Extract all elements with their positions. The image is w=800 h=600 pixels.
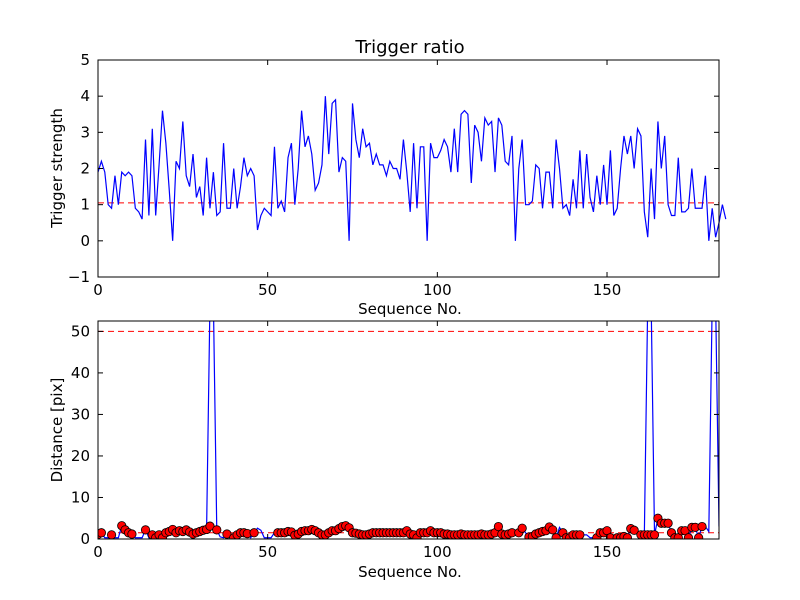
top-y-tick-label: 3	[80, 123, 90, 141]
top-y-tick-label: 5	[80, 51, 90, 69]
bottom-x-tick-label: 0	[93, 543, 103, 561]
bottom-x-tick-label: 150	[593, 543, 622, 561]
bottom-y-tick-label: 30	[71, 405, 90, 423]
top-y-tick-label: −1	[68, 268, 90, 286]
distance-marker	[127, 529, 137, 539]
bottom-x-tick-label: 50	[258, 543, 277, 561]
top-x-tick-label: 0	[93, 281, 103, 299]
top-x-tick-label: 50	[258, 281, 277, 299]
bottom-y-tick-label: 0	[80, 530, 90, 548]
bottom-plot-area	[98, 321, 719, 539]
bottom-axes-frame	[97, 320, 720, 540]
bottom-x-tick-label: 100	[423, 543, 452, 561]
top-x-tick-label: 150	[593, 281, 622, 299]
distance-marker	[622, 533, 632, 539]
chart-title: Trigger ratio	[354, 37, 464, 58]
top-y-tick-label: 1	[80, 196, 90, 214]
top-plot-area	[97, 96, 727, 241]
top-y-axis-label: Trigger strength	[48, 108, 66, 229]
top-y-tick-label: 0	[80, 232, 90, 250]
distance-chart: 0 50 100 150 0 10 20 30 40 50 Sequence No. Distan…	[48, 320, 720, 581]
distance-marker	[663, 518, 673, 528]
distance-marker	[575, 530, 585, 539]
bottom-y-tick-label: 20	[71, 447, 90, 465]
bottom-y-tick-label: 10	[71, 488, 90, 506]
distance-marker	[517, 523, 527, 533]
distance-marker	[551, 533, 561, 539]
top-y-tick-label: 4	[80, 87, 90, 105]
bottom-y-tick-label: 40	[71, 364, 90, 382]
distance-marker	[493, 521, 504, 532]
bottom-y-tick-label: 50	[71, 322, 90, 340]
distance-marker	[683, 533, 694, 539]
distance-marker	[106, 530, 117, 539]
distance-marker	[649, 530, 660, 539]
distance-marker	[98, 528, 106, 538]
trigger-strength-line	[97, 96, 727, 241]
distance-marker	[140, 525, 151, 535]
top-x-axis-label: Sequence No.	[358, 300, 462, 318]
distance-marker	[212, 525, 222, 535]
distance-marker	[694, 533, 704, 539]
distance-marker	[548, 525, 558, 535]
bottom-x-axis-label: Sequence No.	[358, 563, 462, 581]
top-y-tick-label: 2	[80, 160, 90, 178]
distance-marker	[629, 525, 639, 535]
distance-marker	[249, 528, 259, 538]
top-x-tick-label: 100	[423, 281, 452, 299]
distance-marker	[697, 521, 707, 532]
bottom-ticks: 0 50 100 150 0 10 20 30 40 50	[71, 321, 719, 561]
bottom-y-axis-label: Distance [pix]	[48, 378, 66, 483]
